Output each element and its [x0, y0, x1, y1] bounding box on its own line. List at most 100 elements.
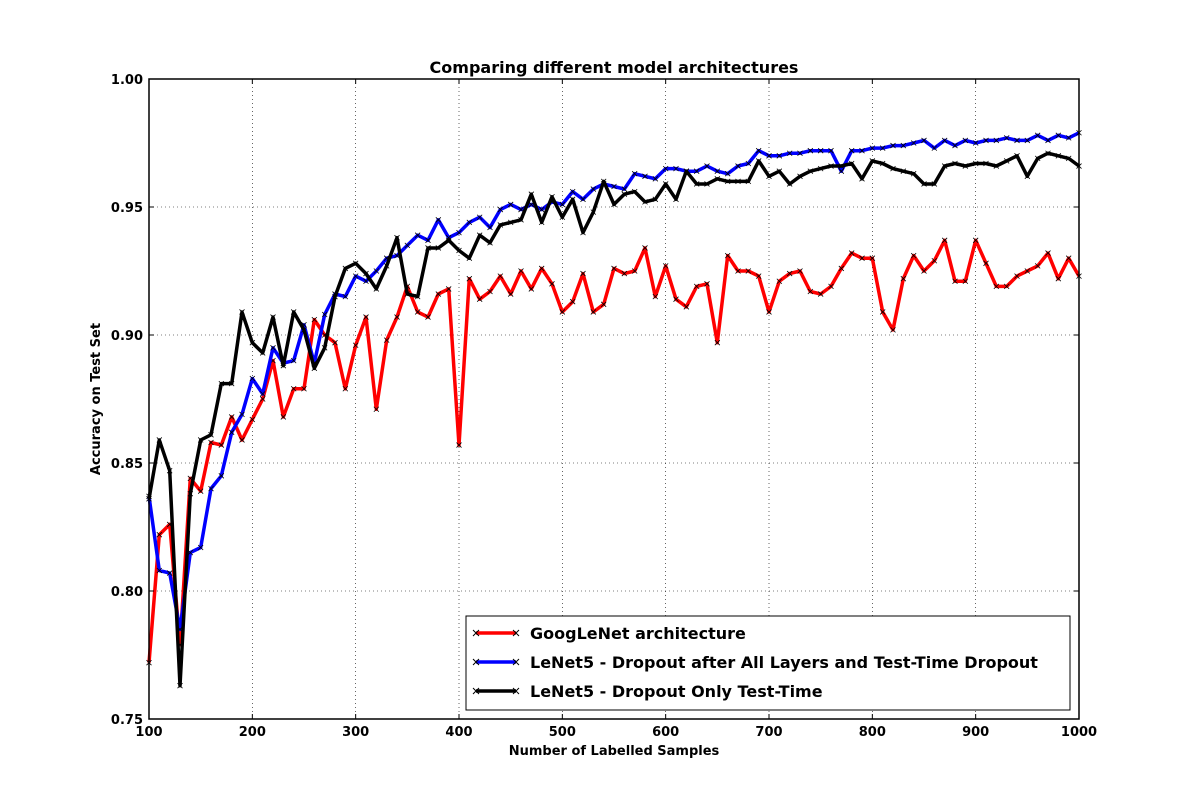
data-point — [962, 278, 969, 285]
data-point — [807, 147, 814, 154]
data-point — [673, 165, 679, 172]
data-point — [363, 270, 369, 277]
legend-marker — [512, 658, 520, 666]
data-point — [394, 234, 400, 241]
data-point — [487, 288, 493, 295]
data-point — [352, 342, 359, 349]
data-point — [363, 314, 369, 320]
y-tick-label: 1.00 — [111, 73, 143, 88]
data-point — [518, 217, 524, 223]
data-point — [228, 429, 235, 436]
data-point — [208, 432, 214, 438]
data-point — [631, 170, 638, 177]
data-point — [580, 270, 586, 277]
data-point — [735, 163, 741, 169]
data-point — [621, 191, 628, 197]
data-point — [910, 140, 917, 146]
legend-box — [465, 615, 1071, 711]
data-point — [342, 265, 349, 272]
data-point — [1024, 268, 1031, 274]
data-point — [166, 467, 173, 474]
data-point — [197, 437, 204, 443]
data-point — [724, 252, 731, 259]
data-point — [1045, 250, 1051, 256]
data-point — [259, 350, 266, 356]
legend-marker — [472, 658, 480, 666]
series-2 — [146, 150, 1082, 689]
data-point — [1034, 155, 1041, 162]
legend: GoogLeNet architecture LeNet5 - Dropout a… — [465, 615, 1071, 711]
data-point — [394, 314, 400, 320]
data-point — [642, 199, 648, 205]
data-point — [786, 181, 793, 187]
data-point — [838, 265, 845, 272]
data-point — [208, 439, 214, 446]
data-point — [1003, 135, 1010, 141]
y-tick-label: 0.80 — [111, 585, 143, 600]
data-point — [466, 255, 473, 261]
data-point — [239, 437, 245, 443]
data-point — [900, 168, 907, 174]
data-point — [373, 286, 380, 292]
data-point — [910, 170, 917, 177]
data-point — [724, 170, 731, 177]
data-point — [673, 296, 679, 302]
data-point — [456, 442, 462, 448]
data-point — [910, 252, 917, 259]
data-point — [383, 263, 390, 269]
data-point — [497, 273, 504, 279]
data-point — [1014, 137, 1020, 144]
data-point — [611, 265, 617, 272]
data-point — [425, 314, 431, 320]
data-point — [580, 229, 586, 236]
data-point — [1055, 153, 1062, 159]
data-point — [456, 229, 462, 236]
data-point — [301, 327, 307, 333]
data-point — [569, 188, 576, 195]
data-point — [600, 301, 607, 308]
data-point — [755, 158, 762, 164]
data-point — [869, 158, 876, 164]
data-point — [755, 273, 762, 279]
data-point — [983, 260, 989, 267]
data-point — [952, 142, 958, 149]
data-point — [890, 142, 896, 149]
data-point — [301, 385, 307, 392]
data-point — [414, 232, 421, 238]
legend-marker — [512, 687, 520, 695]
data-point — [900, 142, 907, 149]
data-point — [476, 232, 483, 238]
data-point — [755, 147, 762, 154]
data-point — [704, 163, 710, 169]
data-point — [1065, 135, 1072, 141]
data-point — [745, 268, 752, 274]
data-point — [838, 168, 845, 174]
data-point — [290, 309, 297, 315]
data-point — [590, 209, 597, 215]
data-point — [797, 268, 803, 274]
data-point — [208, 485, 214, 492]
data-point — [425, 245, 431, 251]
data-point — [197, 488, 204, 494]
data-point — [838, 163, 845, 169]
data-point — [941, 237, 948, 244]
data-point — [631, 188, 638, 195]
data-point — [549, 281, 555, 287]
data-point — [828, 163, 834, 169]
data-point — [952, 160, 958, 167]
data-point — [497, 206, 504, 213]
x-tick-label: 300 — [342, 725, 369, 740]
data-point — [807, 288, 814, 295]
data-point — [332, 293, 338, 300]
chart-title: Comparing different model architectures — [430, 58, 799, 77]
data-point — [538, 219, 545, 226]
legend-label: GoogLeNet architecture — [530, 624, 746, 643]
data-point — [631, 268, 638, 274]
data-point — [218, 442, 225, 448]
data-point — [1003, 283, 1010, 290]
data-point — [187, 490, 194, 497]
data-point — [714, 339, 721, 346]
data-point — [890, 165, 896, 172]
x-tick-label: 800 — [859, 725, 886, 740]
grid — [149, 79, 1079, 719]
